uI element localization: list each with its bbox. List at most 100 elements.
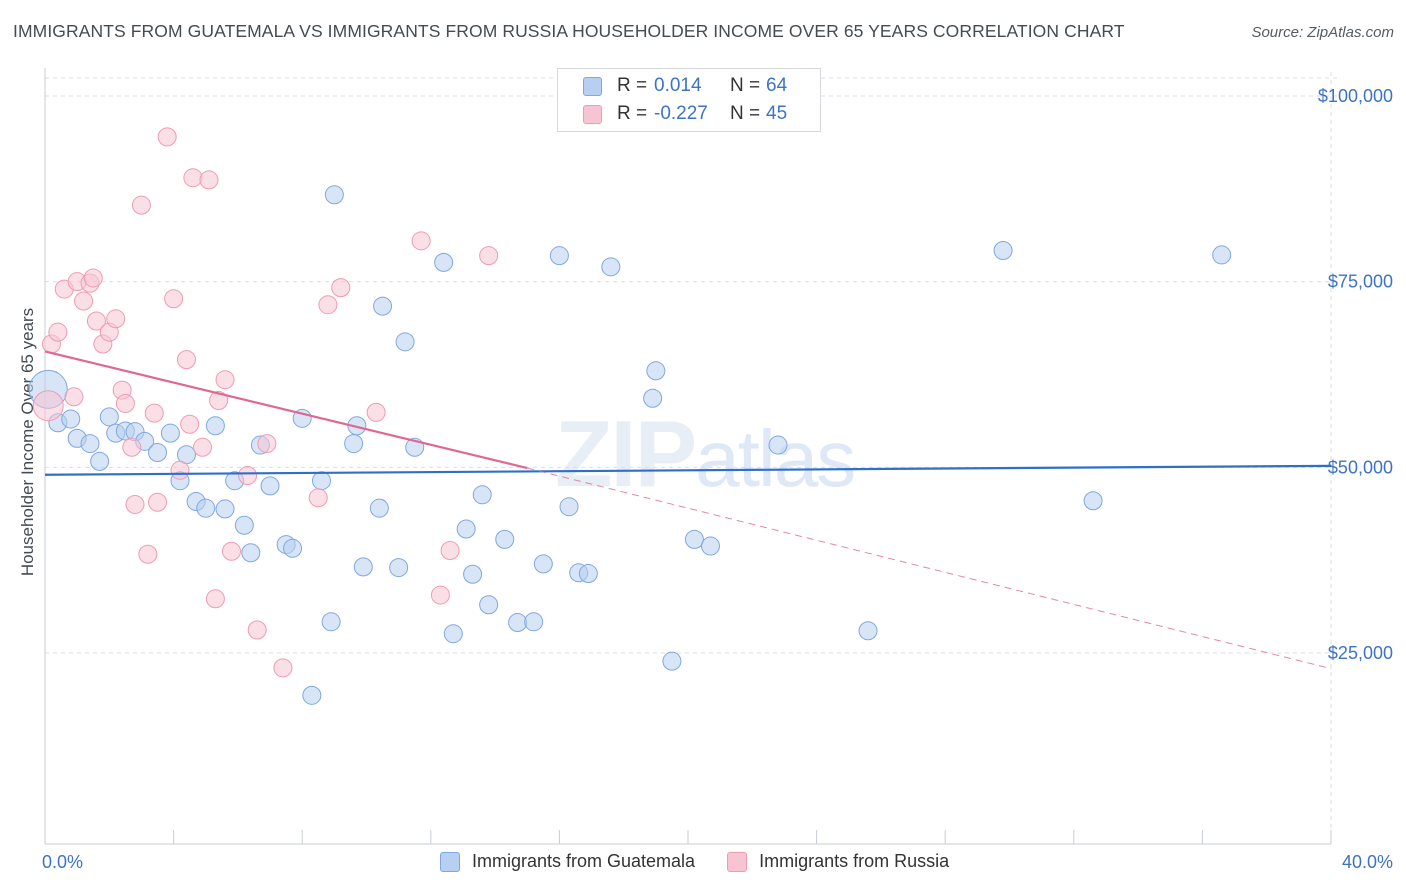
- n-value: 64: [766, 75, 788, 96]
- y-tick-label: $25,000: [1328, 643, 1393, 663]
- data-point: [238, 466, 258, 486]
- trend-lines: [44, 350, 1332, 670]
- series-russia-points: [32, 127, 499, 678]
- r-label: R =: [617, 103, 648, 124]
- data-point: [463, 564, 483, 584]
- data-point: [83, 268, 103, 288]
- y-tick-labels: $25,000 $50,000 $75,000 $100,000: [1318, 86, 1393, 663]
- data-point: [160, 423, 180, 443]
- r-value: 0.014: [654, 75, 702, 96]
- data-point: [993, 240, 1013, 260]
- data-point: [86, 311, 106, 331]
- n-label: N =: [730, 75, 761, 96]
- data-point: [643, 388, 663, 408]
- data-point: [344, 434, 364, 454]
- data-point: [495, 529, 515, 549]
- legend-row-russia: R = -0.227 N = 45: [558, 100, 820, 128]
- data-point: [524, 612, 544, 632]
- data-point: [257, 434, 277, 454]
- x-axis-max-label: 40.0%: [1341, 852, 1393, 872]
- data-point: [302, 685, 322, 705]
- data-point: [64, 387, 84, 407]
- data-point: [369, 498, 389, 518]
- y-tick-label: $100,000: [1318, 86, 1393, 106]
- data-point: [148, 442, 168, 462]
- data-point: [74, 291, 94, 311]
- data-point: [61, 409, 81, 429]
- data-point: [479, 246, 499, 266]
- data-point: [138, 544, 158, 564]
- data-point: [99, 407, 119, 427]
- data-point: [221, 541, 241, 561]
- data-point: [176, 350, 196, 370]
- data-point: [701, 536, 721, 556]
- legend-label-guatemala: Immigrants from Guatemala: [472, 851, 696, 871]
- data-point: [601, 257, 621, 277]
- source-label: Source: ZipAtlas.com: [1251, 24, 1394, 41]
- data-point: [180, 414, 200, 434]
- data-point: [144, 403, 164, 423]
- data-point: [456, 519, 476, 539]
- data-point: [115, 393, 135, 413]
- n-label: N =: [730, 103, 761, 124]
- data-point: [170, 460, 190, 480]
- data-point: [768, 435, 788, 455]
- data-point: [215, 499, 235, 519]
- data-point: [148, 492, 168, 512]
- legend-item-russia: Immigrants from Russia: [727, 851, 949, 872]
- data-point: [48, 322, 68, 342]
- data-point: [131, 195, 151, 215]
- data-point: [389, 558, 409, 578]
- data-point: [440, 541, 460, 561]
- data-point: [373, 296, 393, 316]
- legend-row-guatemala: R = 0.014 N = 64: [558, 72, 820, 100]
- data-point: [858, 621, 878, 641]
- data-point: [125, 494, 145, 514]
- watermark-atlas: atlas: [695, 414, 856, 503]
- data-point: [646, 361, 666, 381]
- data-point: [205, 589, 225, 609]
- data-point: [321, 612, 341, 632]
- data-point: [662, 651, 682, 671]
- data-point: [684, 529, 704, 549]
- r-label: R =: [617, 75, 648, 96]
- watermark-zip: ZIP: [555, 401, 697, 506]
- data-point: [196, 498, 216, 518]
- data-point: [234, 515, 254, 535]
- data-point: [183, 168, 203, 188]
- guatemala-swatch: [583, 76, 602, 96]
- data-point: [353, 557, 373, 577]
- data-point: [273, 658, 293, 678]
- y-tick-label: $50,000: [1328, 457, 1393, 477]
- data-point: [318, 295, 338, 315]
- data-point: [122, 437, 142, 457]
- axes: [44, 68, 1332, 845]
- data-point: [205, 416, 225, 436]
- data-point: [549, 246, 569, 266]
- trend-line-guatemala: [44, 464, 1332, 476]
- data-point: [508, 613, 528, 633]
- data-point: [366, 402, 386, 422]
- chart-title: IMMIGRANTS FROM GUATEMALA VS IMMIGRANTS …: [13, 21, 1125, 41]
- r-value: -0.227: [654, 103, 708, 124]
- data-point: [311, 471, 331, 491]
- grid-lines: [45, 72, 1340, 844]
- n-value: 45: [766, 103, 788, 124]
- data-point: [472, 485, 492, 505]
- data-point: [331, 278, 351, 298]
- data-point: [106, 309, 126, 329]
- data-point: [283, 538, 303, 558]
- data-point: [324, 185, 344, 205]
- data-point: [247, 620, 267, 640]
- data-point: [241, 543, 261, 563]
- data-point: [395, 332, 415, 352]
- data-point: [434, 252, 454, 272]
- data-point: [164, 289, 184, 309]
- data-point: [32, 390, 64, 422]
- y-tick-label: $75,000: [1328, 272, 1393, 292]
- data-point: [209, 390, 229, 410]
- legend-label-russia: Immigrants from Russia: [759, 851, 950, 871]
- data-point: [430, 585, 450, 605]
- series-legend: Immigrants from Guatemala Immigrants fro…: [440, 851, 981, 872]
